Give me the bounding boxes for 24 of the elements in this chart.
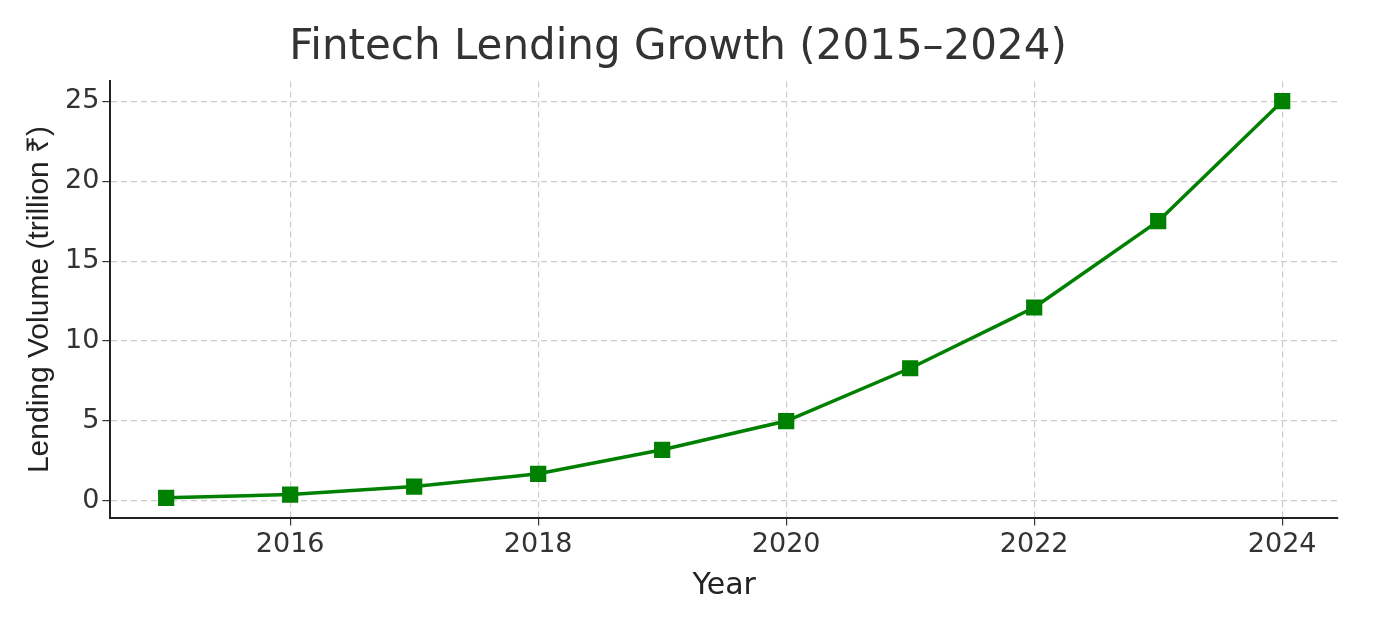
- chart-title: Fintech Lending Growth (2015–2024): [289, 20, 1067, 70]
- x-axis-title: Year: [691, 565, 757, 601]
- point: [406, 478, 423, 495]
- point: [282, 486, 299, 503]
- point: [1026, 299, 1043, 316]
- point: [778, 412, 795, 430]
- x-tick-label: 2018: [503, 526, 573, 558]
- point: [1274, 93, 1291, 110]
- point: [902, 360, 919, 377]
- y-tick-label: 20: [65, 163, 100, 195]
- y-tick-label: 0: [82, 482, 100, 514]
- y-tick-label: 5: [82, 403, 100, 435]
- point: [1150, 213, 1167, 230]
- y-tick-label: 15: [65, 243, 100, 275]
- x-tick-label: 2022: [999, 526, 1069, 558]
- y-axis-title: Lending Volume (trillion ₹): [21, 125, 55, 474]
- x-tick-label: 2016: [255, 526, 325, 558]
- point: [654, 441, 671, 458]
- x-tick-label: 2020: [751, 526, 821, 558]
- point: [530, 465, 547, 482]
- y-tick-label: 25: [65, 83, 100, 115]
- point: [158, 489, 175, 506]
- y-tick-label: 10: [65, 323, 100, 355]
- x-tick-label: 2024: [1247, 526, 1317, 558]
